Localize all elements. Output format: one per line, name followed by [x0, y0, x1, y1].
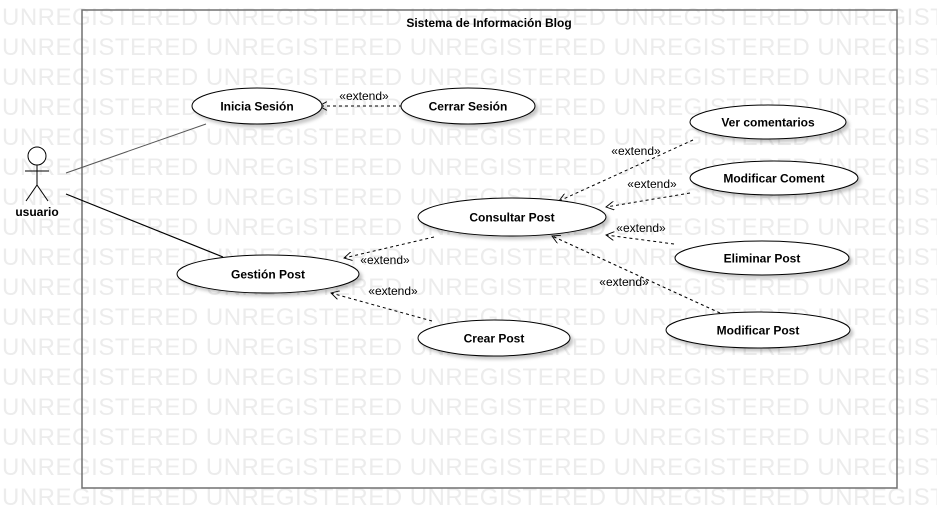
use-case-gestion-post[interactable]: Gestión Post — [176, 254, 360, 294]
extend-eliminar-to-consultar[interactable] — [606, 235, 675, 245]
use-case-crear-post[interactable]: Crear Post — [417, 319, 571, 357]
use-case-label: Crear Post — [464, 332, 525, 346]
use-case-label: Eliminar Post — [724, 252, 801, 266]
use-case-label: Inicia Sesión — [220, 100, 293, 114]
use-case-label: Cerrar Sesión — [429, 100, 508, 114]
use-case-label: Modificar Post — [717, 324, 800, 338]
system-title: Sistema de Información Blog — [406, 16, 571, 30]
extend-label: «extend» — [627, 177, 677, 191]
use-case-modificar-post[interactable]: Modificar Post — [665, 311, 851, 349]
association-usuario-inicia-sesion[interactable] — [65, 123, 207, 174]
extend-label: «extend» — [339, 89, 389, 103]
extend-label: «extend» — [616, 221, 666, 235]
extend-modcom-to-consultar[interactable] — [606, 192, 691, 207]
extend-label: «extend» — [611, 144, 661, 158]
extend-label: «extend» — [599, 275, 649, 289]
extend-label: «extend» — [368, 284, 418, 298]
use-case-label: Ver comentarios — [721, 116, 815, 130]
extend-label: «extend» — [360, 253, 410, 267]
use-case-eliminar-post[interactable]: Eliminar Post — [674, 240, 850, 276]
use-case-modificar-coment[interactable]: Modificar Coment — [689, 160, 859, 196]
use-case-label: Modificar Coment — [723, 172, 824, 186]
actor-usuario[interactable]: usuario — [15, 146, 59, 219]
use-case-label: Gestión Post — [231, 268, 305, 282]
use-case-ver-comentarios[interactable]: Ver comentarios — [689, 104, 847, 140]
actor-label: usuario — [15, 205, 58, 219]
use-case-inicia-sesion[interactable]: Inicia Sesión — [191, 87, 323, 125]
stick-figure-icon — [25, 146, 49, 202]
use-case-cerrar-sesion[interactable]: Cerrar Sesión — [400, 87, 536, 125]
system-boundary[interactable] — [81, 9, 898, 489]
use-case-label: Consultar Post — [469, 211, 554, 225]
extend-vercom-to-consultar[interactable] — [559, 139, 694, 201]
use-case-consultar-post[interactable]: Consultar Post — [417, 197, 607, 237]
association-usuario-gestion-post[interactable] — [65, 193, 224, 258]
extend-modpost-to-consultar[interactable] — [552, 236, 721, 314]
